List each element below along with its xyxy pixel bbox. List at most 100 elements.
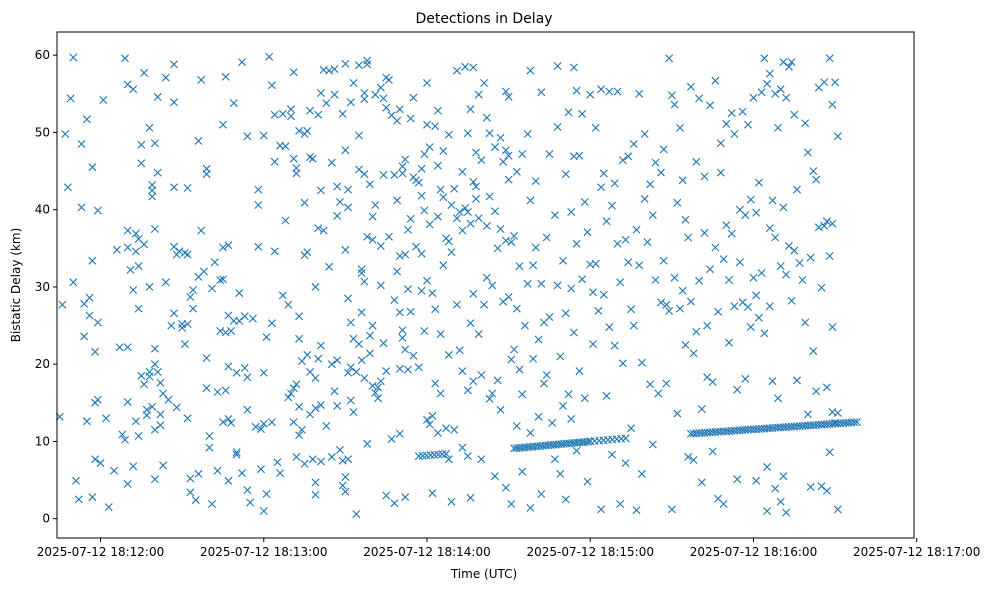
data-point bbox=[311, 404, 320, 413]
data-point bbox=[452, 66, 461, 75]
data-point bbox=[295, 431, 304, 440]
data-point bbox=[287, 105, 295, 114]
data-point bbox=[735, 258, 744, 267]
data-point bbox=[344, 185, 353, 194]
data-point bbox=[213, 388, 222, 396]
data-point bbox=[798, 276, 807, 284]
data-point bbox=[512, 422, 521, 430]
data-point bbox=[662, 379, 671, 388]
data-point bbox=[123, 80, 132, 89]
data-point bbox=[431, 305, 440, 314]
data-point bbox=[167, 321, 176, 330]
data-point bbox=[401, 250, 410, 259]
data-point bbox=[676, 304, 684, 313]
data-point bbox=[640, 194, 649, 203]
data-point bbox=[387, 435, 396, 444]
data-point bbox=[417, 286, 426, 295]
data-point bbox=[156, 421, 165, 430]
data-point bbox=[678, 286, 687, 295]
data-point bbox=[640, 130, 649, 138]
data-point bbox=[205, 443, 214, 452]
data-point bbox=[420, 206, 429, 215]
data-point bbox=[548, 418, 557, 427]
data-point bbox=[433, 161, 442, 170]
data-point bbox=[722, 119, 731, 128]
data-point bbox=[156, 378, 165, 387]
data-point bbox=[433, 428, 442, 437]
data-point bbox=[648, 211, 657, 220]
data-point bbox=[273, 458, 282, 467]
data-point bbox=[771, 233, 780, 242]
data-point bbox=[654, 389, 663, 398]
data-point bbox=[420, 150, 429, 159]
data-point bbox=[316, 341, 325, 350]
data-point bbox=[161, 73, 170, 82]
data-point bbox=[417, 191, 426, 200]
data-point bbox=[69, 278, 78, 287]
data-point bbox=[322, 99, 331, 108]
data-point bbox=[379, 170, 388, 179]
data-point bbox=[368, 235, 377, 244]
data-point bbox=[431, 122, 440, 131]
data-point bbox=[567, 284, 576, 293]
data-point bbox=[368, 212, 377, 221]
data-point bbox=[224, 415, 233, 423]
data-point bbox=[714, 307, 723, 316]
x-tick-label: 2025-07-12 18:15:00 bbox=[527, 545, 654, 559]
data-point bbox=[284, 393, 293, 402]
data-point bbox=[178, 323, 187, 332]
data-point bbox=[82, 417, 91, 426]
data-point bbox=[496, 225, 505, 233]
data-point bbox=[474, 330, 483, 339]
data-point bbox=[224, 476, 233, 485]
data-point bbox=[254, 185, 263, 194]
data-point bbox=[801, 318, 810, 327]
data-point bbox=[148, 402, 157, 411]
data-point bbox=[491, 143, 499, 152]
data-point bbox=[371, 388, 380, 397]
data-point bbox=[686, 82, 695, 91]
data-point bbox=[632, 506, 641, 515]
data-point bbox=[597, 505, 606, 514]
data-point bbox=[572, 86, 581, 95]
data-point bbox=[651, 158, 660, 167]
data-point bbox=[303, 248, 312, 257]
data-point bbox=[507, 238, 516, 247]
data-point bbox=[665, 54, 674, 63]
data-point bbox=[575, 367, 584, 376]
data-point bbox=[526, 503, 535, 512]
data-point bbox=[493, 244, 502, 253]
data-point bbox=[333, 182, 342, 191]
data-point bbox=[170, 242, 178, 251]
data-point bbox=[287, 389, 295, 398]
data-point bbox=[341, 59, 350, 68]
data-point bbox=[461, 204, 470, 213]
data-point bbox=[501, 236, 510, 245]
data-point bbox=[58, 300, 67, 309]
data-point bbox=[480, 300, 489, 309]
data-point bbox=[80, 299, 89, 308]
y-tick-label: 30 bbox=[35, 280, 50, 294]
data-point bbox=[706, 101, 714, 110]
data-point bbox=[420, 327, 429, 335]
data-point bbox=[232, 448, 241, 457]
data-point bbox=[142, 411, 151, 420]
data-point bbox=[423, 415, 431, 424]
data-point bbox=[477, 455, 486, 464]
data-point bbox=[504, 293, 513, 301]
data-point bbox=[447, 497, 456, 506]
data-point bbox=[319, 226, 328, 235]
data-point bbox=[224, 241, 233, 250]
data-point bbox=[175, 247, 184, 256]
data-point bbox=[499, 297, 508, 306]
data-point bbox=[395, 105, 404, 114]
data-point bbox=[670, 273, 679, 282]
data-point bbox=[722, 221, 731, 230]
data-point bbox=[170, 98, 178, 107]
data-point bbox=[681, 340, 690, 349]
data-point bbox=[768, 196, 777, 205]
data-point bbox=[140, 380, 149, 389]
data-point bbox=[491, 472, 499, 481]
data-point bbox=[224, 362, 233, 371]
data-point bbox=[390, 296, 399, 305]
